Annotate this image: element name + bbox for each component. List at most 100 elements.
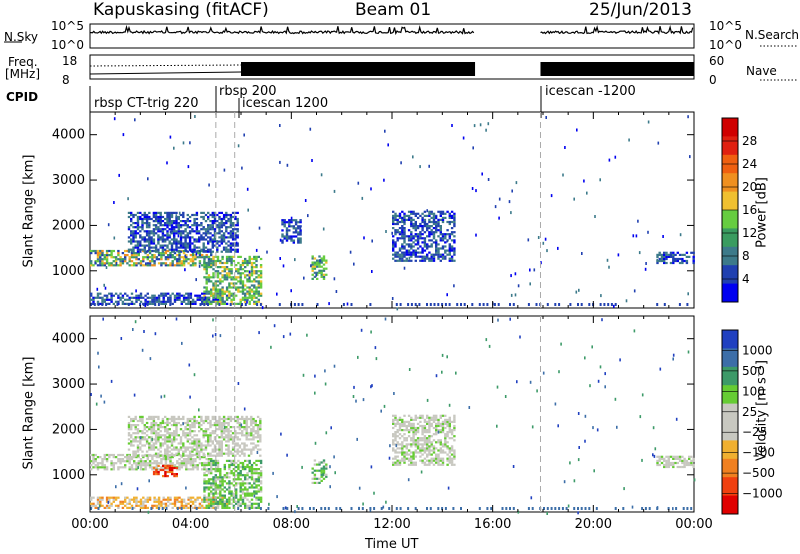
velocity-cell [110, 379, 113, 383]
power-cell [152, 238, 156, 241]
power-cell [134, 213, 137, 217]
power-cell [297, 233, 300, 236]
power-cell [99, 264, 102, 267]
velocity-cell [139, 448, 142, 451]
power-cell [435, 253, 438, 256]
velocity-cell [468, 406, 471, 409]
velocity-cell [207, 434, 210, 437]
velocity-cell [128, 462, 131, 465]
power-cell [210, 264, 213, 267]
velocity-cell [96, 456, 100, 459]
power-cell [441, 233, 445, 236]
velocity-cell [141, 438, 144, 441]
power-cell [432, 259, 436, 262]
velocity-cell [223, 490, 226, 493]
power-cell [134, 118, 136, 122]
power-cell [299, 226, 302, 230]
velocity-cell [412, 424, 415, 428]
power-cell [297, 303, 300, 306]
power-cell [94, 261, 96, 265]
velocity-cell [198, 454, 201, 457]
power-cell [407, 235, 411, 238]
velocity-cell [453, 416, 456, 419]
power-cell [392, 241, 395, 244]
velocity-cell [219, 472, 222, 475]
power-cell [189, 249, 193, 253]
velocity-cell [139, 440, 142, 443]
velocity-cell [584, 439, 586, 443]
velocity-cell [139, 415, 142, 418]
power-cell [127, 250, 131, 253]
power-cell [299, 237, 302, 240]
velocity-cell [202, 444, 205, 447]
power-cell [674, 257, 677, 261]
velocity-cell [407, 422, 411, 425]
velocity-cell [159, 421, 162, 425]
velocity-cell [405, 426, 408, 430]
power-cell [299, 221, 302, 224]
velocity-cell [256, 448, 260, 451]
velocity-cell [423, 457, 427, 460]
velocity-cell [96, 498, 100, 501]
velocity-cell [228, 498, 231, 501]
velocity-cell [92, 458, 95, 461]
velocity-cell [105, 500, 109, 503]
velocity-cell [225, 434, 228, 437]
nave-tick-bottom: 0 [709, 73, 717, 87]
velocity-cell [256, 451, 259, 454]
power-cell [450, 220, 454, 224]
power-cell [218, 303, 221, 306]
velocity-cell [683, 463, 686, 467]
nsky-tick-top: 10^5 [51, 19, 84, 33]
power-cell [169, 135, 172, 139]
power-cell [575, 290, 578, 294]
velocity-cell [209, 440, 212, 443]
power-cell [168, 236, 171, 239]
power-cell [299, 241, 302, 244]
power-cell [130, 264, 134, 267]
power-cell [121, 252, 125, 255]
velocity-cell [654, 447, 657, 451]
velocity-cell [435, 414, 438, 417]
power-cell [112, 294, 115, 297]
power-cell [211, 238, 214, 241]
power-cell [146, 303, 149, 306]
velocity-cell [435, 459, 438, 462]
power-cell [151, 296, 154, 299]
velocity-cell [241, 465, 245, 469]
power-cell [164, 234, 167, 237]
velocity-cell [194, 504, 197, 507]
velocity-cell [355, 399, 357, 403]
power-cell [188, 244, 192, 247]
velocity-cell [180, 507, 183, 510]
velocity-cell [250, 484, 254, 487]
power-cell [221, 266, 224, 269]
power-cell [127, 226, 131, 229]
power-cell [170, 246, 174, 249]
velocity-cell [189, 468, 193, 471]
velocity-cell [130, 444, 133, 447]
velocity-cell [188, 419, 192, 423]
power-cell [405, 259, 408, 262]
power-cell [148, 249, 152, 253]
velocity-cell [412, 431, 415, 434]
power-cell [135, 264, 138, 267]
power-cell [132, 213, 135, 217]
power-cell [182, 242, 185, 245]
velocity-cell [641, 458, 643, 462]
velocity-cell [147, 510, 150, 514]
velocity-cell [246, 474, 249, 477]
power-cell [437, 218, 440, 221]
power-cell [117, 249, 120, 253]
velocity-cell [512, 507, 515, 510]
power-cell [236, 236, 239, 239]
velocity-cell [170, 440, 174, 443]
velocity-cell [186, 454, 189, 457]
power-cell [437, 222, 440, 226]
velocity-cell [173, 475, 176, 478]
cpid-segment-1: rbsp CT-trig 220 [94, 96, 199, 111]
velocity-cell [414, 441, 417, 444]
velocity-cell [243, 446, 246, 449]
power-cell [255, 288, 258, 291]
power-cell [266, 250, 268, 254]
